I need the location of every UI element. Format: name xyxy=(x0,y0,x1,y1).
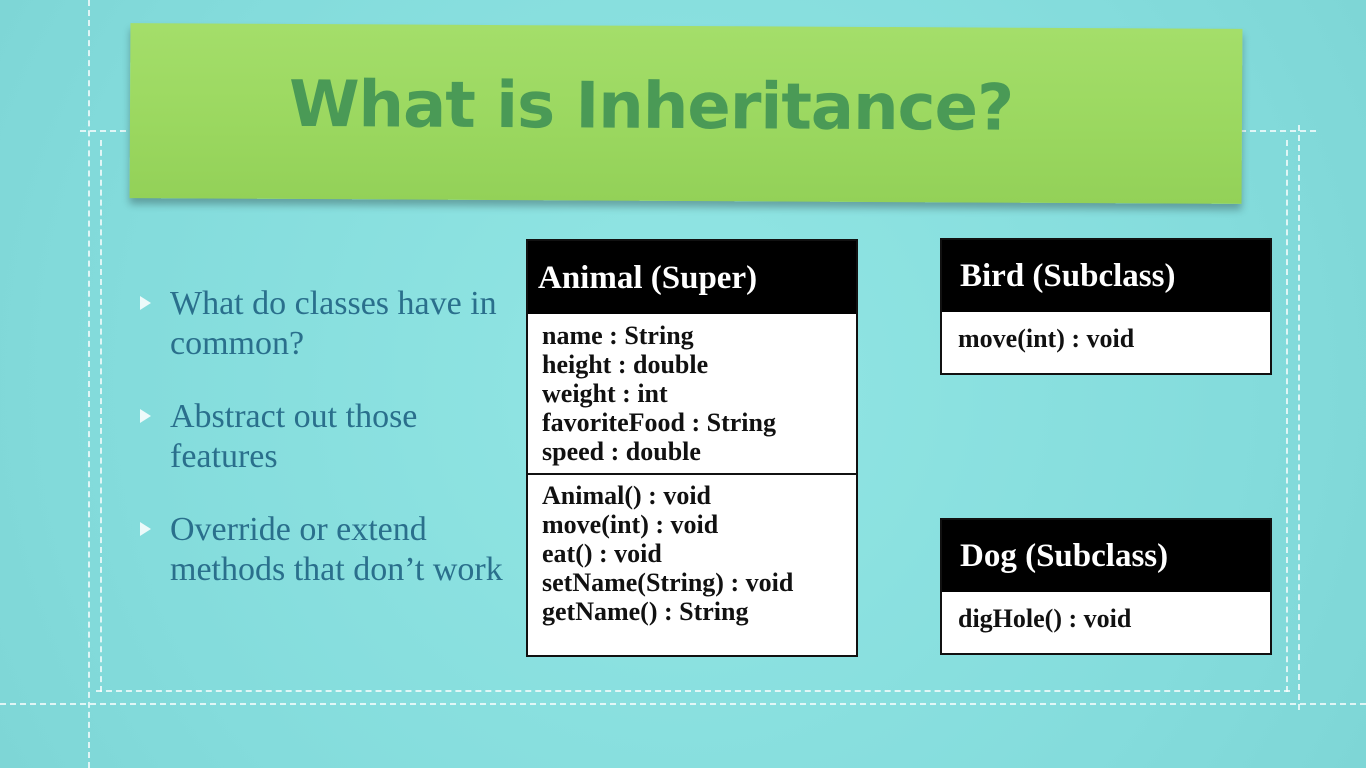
uml-class-name: Animal (Super) xyxy=(528,241,856,314)
stitch-line-left xyxy=(88,0,90,768)
uml-class-name: Bird (Subclass) xyxy=(942,240,1270,312)
uml-attribute: speed : double xyxy=(542,437,701,466)
uml-method: move(int) : void xyxy=(542,510,719,539)
uml-method: Animal() : void xyxy=(542,481,711,510)
uml-class-name: Dog (Subclass) xyxy=(942,520,1270,592)
stitch-line-right xyxy=(1298,125,1300,710)
stitch-line-right-inner xyxy=(1286,140,1288,692)
uml-class-bird: Bird (Subclass) move(int) : void xyxy=(940,238,1272,375)
bullet-text: Override or extend methods that don’t wo… xyxy=(170,511,503,588)
bullet-text: Abstract out those features xyxy=(170,398,418,475)
bullet-item: Override or extend methods that don’t wo… xyxy=(138,510,518,590)
stitch-line-bottom-inner xyxy=(96,690,1290,692)
uml-method: digHole() : void xyxy=(958,604,1132,633)
uml-attribute: weight : int xyxy=(542,379,668,408)
triangle-bullet-icon xyxy=(140,522,151,536)
stitch-line-bottom xyxy=(0,703,1366,705)
uml-method: getName() : String xyxy=(542,597,749,626)
uml-methods: Animal() : void move(int) : void eat() :… xyxy=(528,473,856,632)
bullet-item: What do classes have in common? xyxy=(138,284,518,364)
uml-attribute: height : double xyxy=(542,350,709,379)
uml-attribute: favoriteFood : String xyxy=(542,408,776,437)
triangle-bullet-icon xyxy=(140,409,151,423)
uml-attribute: name : String xyxy=(542,321,694,350)
uml-method: move(int) : void xyxy=(958,324,1135,353)
uml-class-dog: Dog (Subclass) digHole() : void xyxy=(940,518,1272,655)
stitch-line-left-inner xyxy=(100,140,102,692)
bullet-text: What do classes have in common? xyxy=(170,285,497,362)
slide-title: What is Inheritance? xyxy=(288,67,1014,146)
uml-methods: move(int) : void xyxy=(942,312,1270,359)
uml-method: eat() : void xyxy=(542,539,662,568)
bullet-item: Abstract out those features xyxy=(138,397,518,477)
uml-method: setName(String) : void xyxy=(542,568,794,597)
bullet-list: What do classes have in common? Abstract… xyxy=(138,284,518,623)
uml-attributes: name : String height : double weight : i… xyxy=(528,314,856,473)
uml-methods: digHole() : void xyxy=(942,592,1270,639)
title-banner: What is Inheritance? xyxy=(129,23,1243,204)
triangle-bullet-icon xyxy=(140,296,151,310)
uml-class-animal: Animal (Super) name : String height : do… xyxy=(526,239,858,657)
